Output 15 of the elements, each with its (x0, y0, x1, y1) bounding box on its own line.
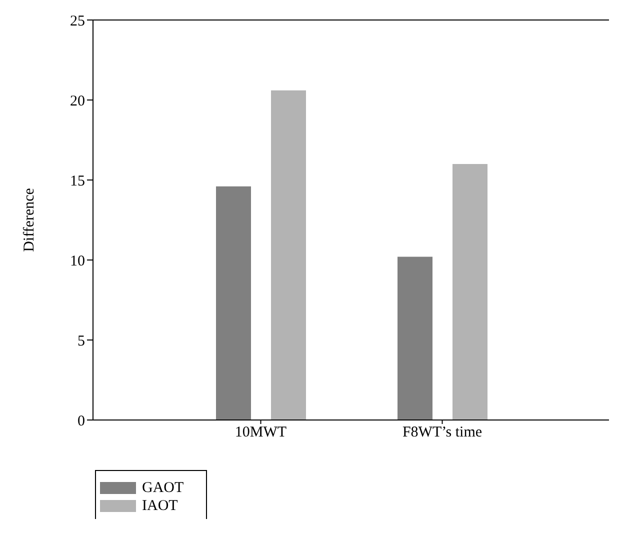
bar (271, 90, 306, 420)
y-tick-label: 25 (70, 13, 85, 30)
legend-label: GAOT (142, 480, 184, 496)
bar (452, 164, 488, 420)
x-tick-label: 10MWT (234, 424, 287, 441)
x-tick-label: F8WT’s time (402, 424, 482, 441)
legend-label: IAOT (142, 498, 178, 514)
y-axis-title: Difference (21, 188, 38, 252)
y-tick-label: 15 (70, 173, 85, 190)
y-tick-label: 20 (70, 93, 85, 110)
y-tick-label: 5 (78, 333, 85, 350)
bar (216, 186, 251, 420)
bar (398, 256, 432, 420)
y-tick-label: 10 (70, 253, 85, 270)
y-tick-label: 0 (78, 413, 85, 430)
